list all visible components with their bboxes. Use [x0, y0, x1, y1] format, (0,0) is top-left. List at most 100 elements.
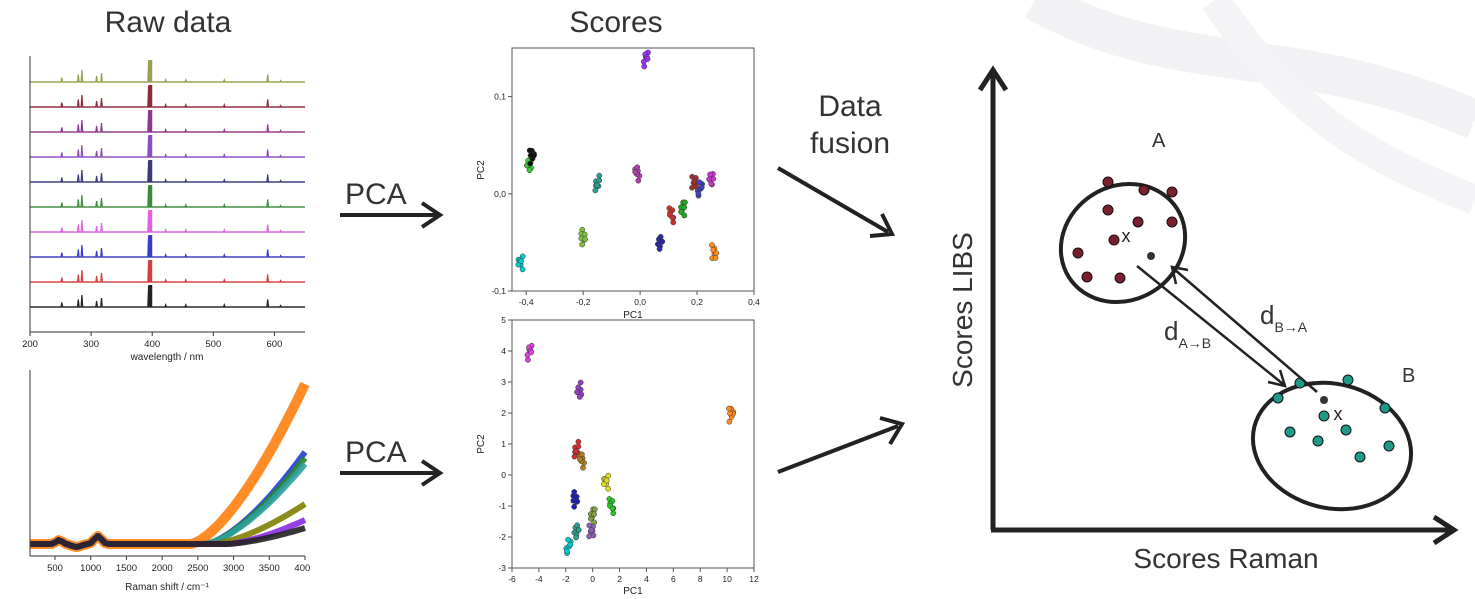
- cluster-b-centroid-mark: x: [1334, 404, 1343, 424]
- score-point: [574, 522, 581, 529]
- cluster-b-point: [1318, 410, 1330, 422]
- x-tick-label: 4: [644, 574, 649, 584]
- score-point: [528, 152, 534, 159]
- cluster-b-ellipse: [1250, 380, 1414, 512]
- score-point: [519, 253, 526, 260]
- score-point: [689, 184, 695, 191]
- raman-scores-x-label: PC1: [623, 586, 643, 597]
- libs-trace: [30, 210, 305, 233]
- distance-a-to-b-label: dA→B: [1164, 316, 1211, 351]
- libs-main-peak: [148, 110, 153, 132]
- y-tick-label: -2: [498, 532, 506, 542]
- libs-trace: [30, 285, 305, 308]
- score-point: [575, 443, 582, 450]
- x-tick-label: 0: [590, 574, 595, 584]
- cluster-a-point: [1166, 186, 1178, 198]
- raman-x-tick-label: 2000: [152, 563, 173, 574]
- libs-traces: [30, 60, 305, 308]
- score-point: [726, 405, 732, 412]
- cluster-b-label: B: [1402, 365, 1415, 387]
- score-point: [695, 190, 702, 197]
- score-point: [591, 511, 597, 518]
- score-point: [657, 233, 664, 240]
- score-point: [575, 384, 582, 391]
- score-point: [575, 438, 582, 445]
- score-point: [698, 184, 705, 190]
- raman-x-axis-label: Raman shift / cm⁻¹: [125, 582, 209, 593]
- fusion-arrows: [776, 166, 906, 474]
- raman-scores-y-label: PC2: [476, 434, 487, 454]
- score-point: [709, 242, 715, 248]
- libs-scores-y-label: PC2: [476, 160, 487, 180]
- cluster-a-point: [1102, 176, 1114, 188]
- cluster-a-point: [1108, 234, 1120, 246]
- fusion-scores-plot: Scores Raman Scores LIBS A B x x dA→B dB…: [947, 65, 1459, 574]
- score-point: [582, 236, 589, 243]
- y-tick-label: 0,1: [494, 92, 506, 102]
- y-tick-label: 1: [501, 439, 506, 449]
- cluster-a-point: [1081, 271, 1093, 283]
- x-tick-label: -0,2: [576, 297, 591, 307]
- data-fusion-line2: fusion: [809, 127, 891, 160]
- score-point: [656, 246, 663, 252]
- score-point: [641, 63, 648, 70]
- fusion-y-axis-arrowhead: [977, 65, 1009, 92]
- x-tick-label: 10: [722, 574, 732, 584]
- cluster-b-point: [1379, 402, 1391, 414]
- score-point: [577, 456, 583, 463]
- x-tick-label: -6: [508, 574, 516, 584]
- score-point: [527, 160, 534, 167]
- score-point: [575, 527, 582, 533]
- y-tick-label: 3: [501, 377, 506, 387]
- score-point: [669, 214, 676, 221]
- raman-traces: [28, 381, 310, 552]
- raman-x-ticks: 500 1000 1500 2000 2500 3000 3500 4000: [47, 556, 310, 574]
- score-point: [659, 238, 666, 245]
- score-point: [574, 389, 580, 395]
- raman-spectra-plot: 500 1000 1500 2000 2500 3000 3500 4000 Raman sh…: [28, 370, 310, 593]
- score-point: [710, 247, 717, 253]
- libs-x-tick-label: 400: [144, 339, 160, 350]
- score-point: [678, 209, 684, 215]
- score-point: [526, 167, 533, 174]
- data-fusion-line1: Data: [818, 90, 882, 123]
- background-decoration: [1025, 0, 1475, 214]
- score-point: [605, 472, 612, 479]
- libs-main-peak: [148, 135, 153, 157]
- libs-x-tick-label: 600: [267, 339, 283, 350]
- x-tick-label: 8: [698, 574, 703, 584]
- libs-x-ticks: 200 300 400 500 600: [22, 332, 282, 350]
- libs-trace: [30, 110, 305, 133]
- x-tick-label: 0,2: [691, 297, 703, 307]
- raman-x-tick-label: 3500: [259, 563, 280, 574]
- score-point: [573, 448, 579, 455]
- raw-data-heading: Raw data: [104, 6, 232, 39]
- score-point: [525, 356, 531, 363]
- libs-spectra-plot: 200 300 400 500 600 wavelength / nm: [22, 56, 305, 363]
- score-point: [591, 506, 598, 513]
- cluster-b-point: [1284, 426, 1296, 438]
- score-point: [696, 179, 703, 186]
- libs-main-peak: [148, 85, 153, 107]
- cluster-a-point: [1132, 216, 1144, 228]
- score-point: [727, 410, 733, 417]
- pca-bottom-label: PCA: [345, 436, 407, 469]
- score-point: [708, 180, 715, 187]
- score-point: [596, 172, 603, 179]
- score-point: [691, 178, 698, 185]
- score-point: [610, 510, 617, 517]
- cluster-b-point: [1312, 435, 1324, 447]
- score-point: [712, 255, 719, 261]
- score-point: [634, 164, 641, 171]
- libs-scores-ticks: -0,4 -0,2 0,0 0,2 0,4 0,1 0,0 -0,1: [491, 92, 760, 307]
- libs-main-peak: [148, 210, 153, 232]
- libs-x-tick-label: 500: [205, 339, 221, 350]
- scores-heading: Scores: [569, 6, 663, 39]
- score-point: [579, 451, 585, 458]
- cluster-a-point: [1166, 216, 1178, 228]
- cluster-a-ellipse: [1058, 181, 1188, 305]
- score-point: [596, 177, 603, 184]
- libs-main-peak: [148, 185, 153, 207]
- y-tick-label: -3: [498, 563, 506, 573]
